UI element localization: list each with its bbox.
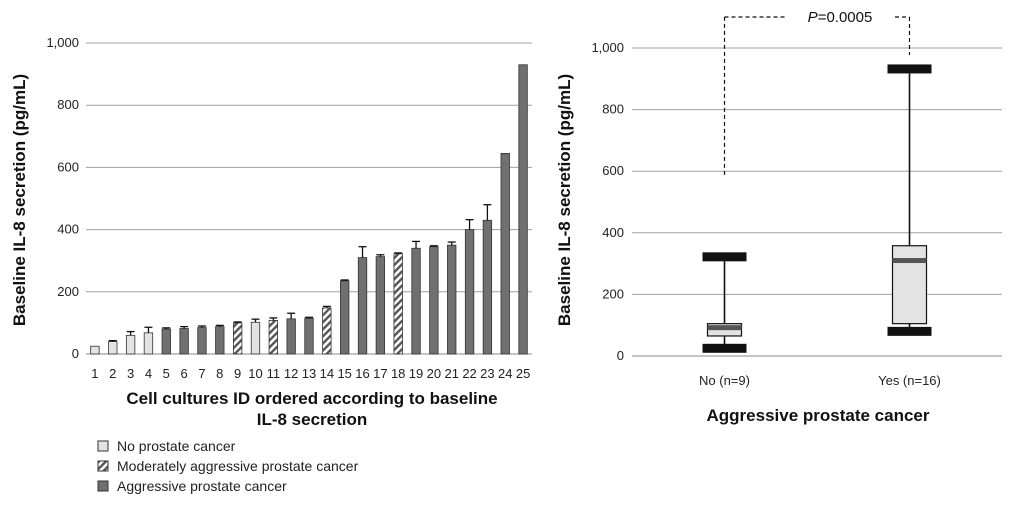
bar-chart-gridlines (86, 42, 532, 355)
bar (125, 334, 136, 355)
x-axis-title-line: Cell cultures ID ordered according to ba… (126, 389, 497, 408)
legend-swatch (97, 480, 109, 492)
x-tick-label: 3 (127, 366, 134, 381)
y-tick-label: 1,000 (591, 40, 624, 55)
bar (447, 244, 457, 355)
x-tick-label: 11 (267, 366, 281, 381)
bar (143, 332, 154, 355)
median-line (892, 258, 927, 264)
p-value-number: =0.0005 (818, 9, 873, 26)
x-tick-label: 15 (337, 366, 351, 381)
bar (232, 322, 243, 355)
bar-chart-bars (90, 64, 528, 355)
max-cap (887, 64, 932, 74)
x-tick-label: 7 (198, 366, 205, 381)
x-tick-label: 21 (444, 366, 458, 381)
y-tick-label: 400 (602, 225, 624, 240)
box-plot-y-axis-title: Baseline IL-8 secretion (pg/mL) (555, 74, 574, 326)
y-tick-label: 600 (57, 159, 79, 174)
legend-swatch (97, 440, 109, 452)
bar (108, 341, 118, 355)
bar (179, 328, 189, 355)
legend-swatch (97, 460, 109, 472)
bar (464, 229, 475, 355)
bar (375, 256, 386, 355)
x-tick-label: 1 (91, 366, 98, 381)
x-tick-label: 12 (284, 366, 298, 381)
p-value-text: P=0.0005 (808, 9, 873, 26)
x-tick-label: 4 (145, 366, 152, 381)
x-tick-label: 14 (320, 366, 334, 381)
x-tick-label: 24 (498, 366, 512, 381)
bar (322, 307, 332, 355)
x-tick-label: 25 (516, 366, 530, 381)
y-tick-label: 200 (602, 286, 624, 301)
x-tick-label: 18 (391, 366, 405, 381)
y-tick-label: 200 (57, 284, 79, 299)
bar (518, 64, 528, 355)
p-value-label: P (808, 9, 818, 26)
max-cap (702, 252, 747, 262)
bar (340, 280, 350, 355)
min-cap (887, 326, 932, 336)
bar (90, 345, 100, 355)
x-tick-label: 20 (427, 366, 441, 381)
box-plot-boxes (702, 64, 932, 353)
x-tick-label: 5 (163, 366, 170, 381)
box-plot-x-axis-title: Aggressive prostate cancer (707, 406, 930, 425)
bar (161, 328, 171, 355)
legend-label: No prostate cancer (117, 438, 236, 454)
bar (429, 246, 439, 355)
x-tick-label: 23 (480, 366, 494, 381)
bar-chart-y-ticks: 0 200 400 600 800 1,000 (46, 35, 79, 361)
bar (304, 317, 314, 355)
box (891, 245, 928, 325)
y-tick-label: 800 (602, 102, 624, 117)
bar (250, 321, 261, 355)
min-cap (702, 343, 747, 353)
median-line (707, 325, 742, 331)
x-tick-label: 16 (355, 366, 369, 381)
box-plot-gridlines (632, 47, 1002, 357)
bar (268, 320, 278, 355)
x-tick-label: 13 (302, 366, 316, 381)
bar-chart-legend: No prostate cancer Moderately aggressive … (97, 438, 359, 494)
bar (286, 318, 296, 355)
x-tick-label: Yes (n=16) (878, 373, 941, 388)
bar (500, 153, 510, 355)
p-value-annotation: P=0.0005 (723, 9, 911, 175)
x-tick-label: 19 (409, 366, 423, 381)
bar-chart-y-axis-title: Baseline IL-8 secretion (pg/mL) (10, 74, 29, 326)
bar (215, 326, 225, 355)
legend-label: Aggressive prostate cancer (117, 478, 287, 494)
x-tick-label: 17 (373, 366, 387, 381)
y-tick-label: 0 (72, 346, 79, 361)
x-tick-label: 8 (216, 366, 223, 381)
x-tick-label: No (n=9) (699, 373, 750, 388)
y-tick-label: 600 (602, 163, 624, 178)
x-tick-label: 6 (181, 366, 188, 381)
bar-chart-x-axis-title: Cell cultures ID ordered according to ba… (126, 389, 497, 429)
box-plot-y-ticks: 0 200 400 600 800 1,000 (591, 40, 624, 363)
y-tick-label: 0 (617, 348, 624, 363)
bar (482, 219, 493, 355)
bar (411, 247, 421, 355)
y-tick-label: 800 (57, 97, 79, 112)
x-tick-label: 2 (109, 366, 116, 381)
y-tick-label: 1,000 (46, 35, 79, 50)
legend-label: Moderately aggressive prostate cancer (117, 458, 359, 474)
bar (393, 253, 403, 355)
x-axis-title-line: IL-8 secretion (257, 410, 368, 429)
bar (357, 257, 368, 355)
x-tick-label: 10 (248, 366, 262, 381)
box-plot-x-ticks: No (n=9) Yes (n=16) (699, 373, 941, 388)
y-tick-label: 400 (57, 222, 79, 237)
bar-chart-x-ticks: 1 2 3 4 5 6 7 8 9 10 11 12 13 14 15 16 17 18 19 20 21 22 23 24 2… (91, 366, 530, 381)
x-tick-label: 9 (234, 366, 241, 381)
box-plot: 0 200 400 600 800 1,000 No (n=9) Yes (n=16) Ba… (555, 9, 1002, 425)
x-tick-label: 22 (462, 366, 476, 381)
bar (197, 327, 207, 355)
